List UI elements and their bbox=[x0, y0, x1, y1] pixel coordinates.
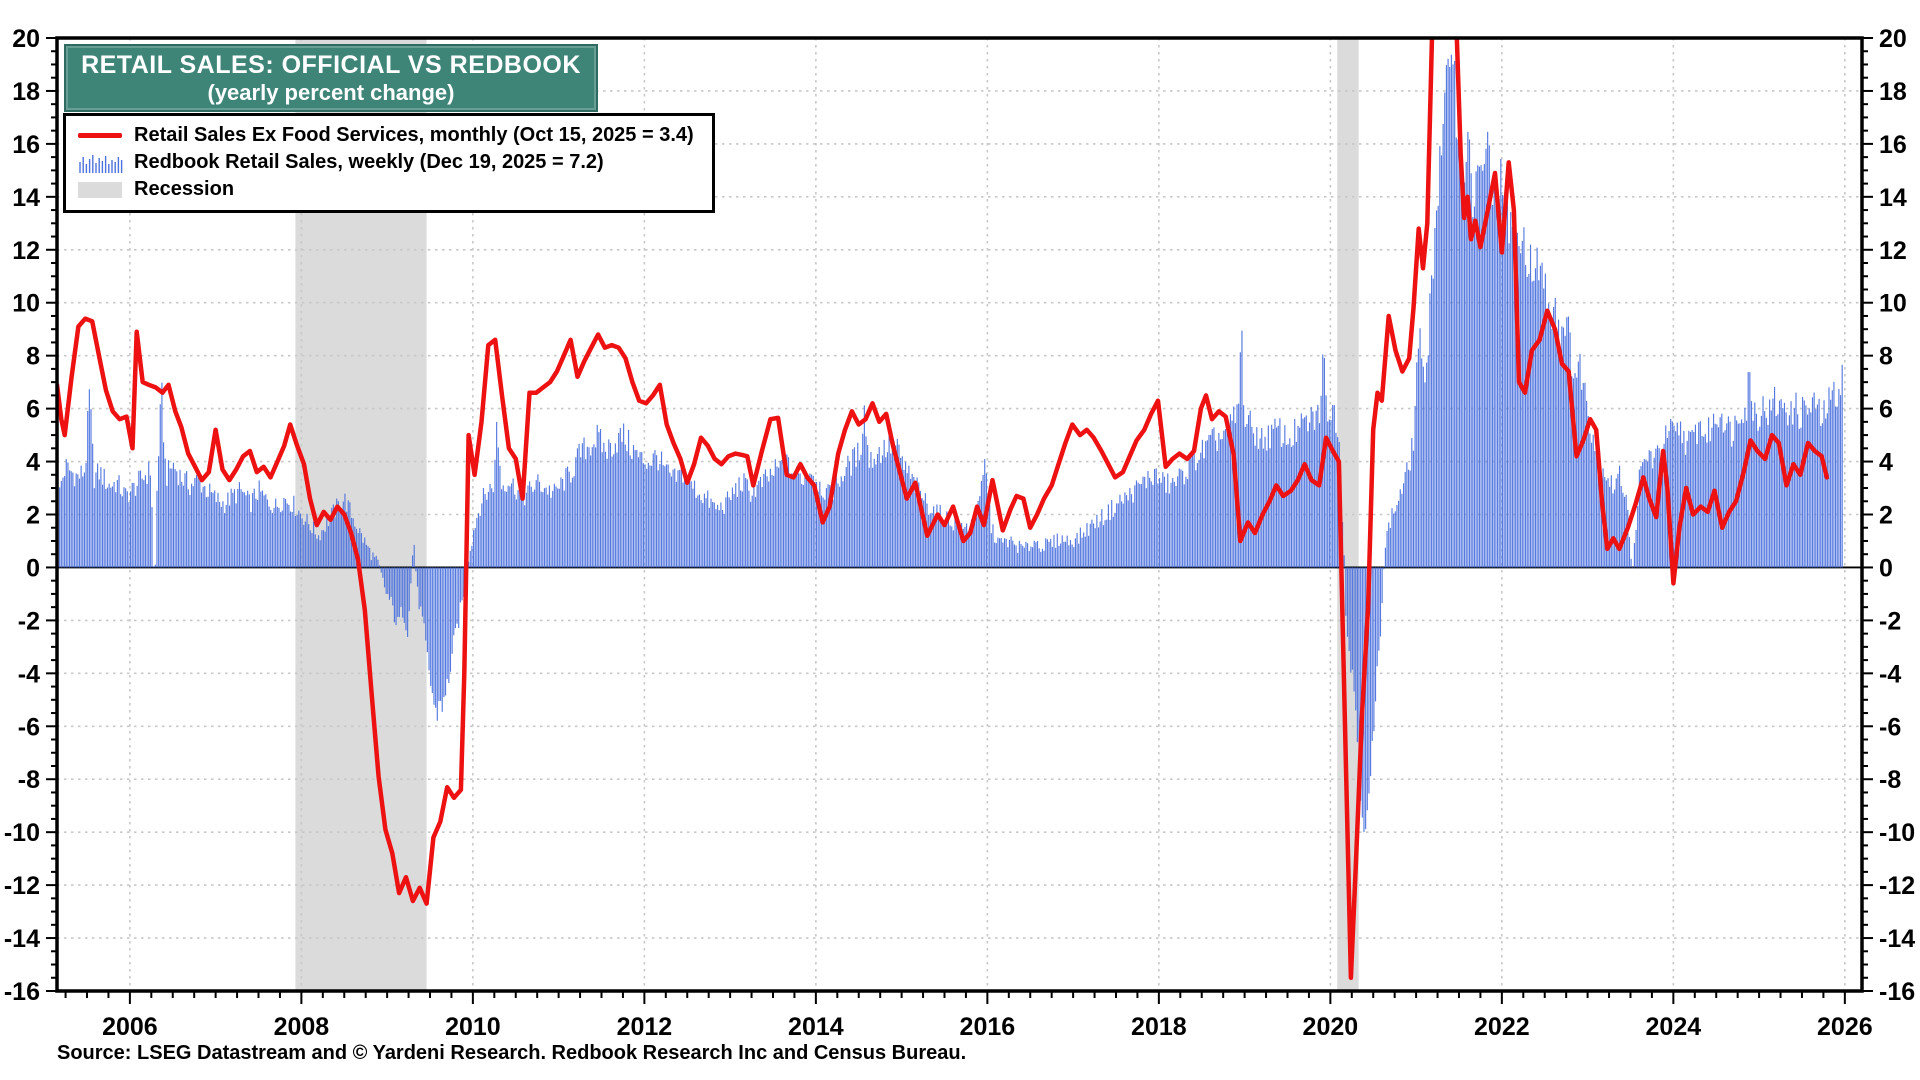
axis-labels: -16 -16 -14 -14 -12 -12 -10 -10 -8 -8 -6 -6 -4 -4 -2 -2… bbox=[4, 25, 1915, 1041]
source-note: Source: LSEG Datastream and © Yardeni Re… bbox=[57, 1042, 967, 1064]
svg-text:-10: -10 bbox=[1879, 819, 1915, 847]
legend-label-recession: Recession bbox=[134, 178, 235, 200]
svg-text:12: 12 bbox=[12, 237, 40, 265]
svg-text:2008: 2008 bbox=[274, 1013, 330, 1041]
legend-box: Retail Sales Ex Food Services, monthly (… bbox=[63, 113, 715, 213]
svg-text:4: 4 bbox=[26, 449, 40, 477]
svg-text:-6: -6 bbox=[18, 713, 40, 741]
svg-text:2010: 2010 bbox=[445, 1013, 501, 1041]
svg-text:2016: 2016 bbox=[960, 1013, 1016, 1041]
svg-text:18: 18 bbox=[1879, 78, 1907, 106]
svg-text:2006: 2006 bbox=[102, 1013, 158, 1041]
svg-text:20: 20 bbox=[12, 25, 40, 53]
svg-text:8: 8 bbox=[1879, 343, 1893, 371]
svg-text:-4: -4 bbox=[18, 660, 40, 688]
chart-subtitle: (yearly percent change) bbox=[207, 80, 455, 105]
svg-text:-14: -14 bbox=[4, 925, 40, 953]
svg-text:16: 16 bbox=[1879, 131, 1907, 159]
svg-text:2: 2 bbox=[1879, 502, 1893, 530]
svg-text:6: 6 bbox=[26, 396, 40, 424]
svg-text:6: 6 bbox=[1879, 396, 1893, 424]
svg-text:14: 14 bbox=[1879, 184, 1907, 212]
svg-text:8: 8 bbox=[26, 343, 40, 371]
svg-text:20: 20 bbox=[1879, 25, 1907, 53]
legend-item-recession: Recession bbox=[78, 177, 700, 202]
svg-text:14: 14 bbox=[12, 184, 40, 212]
svg-text:10: 10 bbox=[12, 290, 40, 318]
recession-swatch-icon bbox=[78, 181, 124, 198]
svg-text:18: 18 bbox=[12, 78, 40, 106]
svg-text:-2: -2 bbox=[18, 607, 40, 635]
svg-text:16: 16 bbox=[12, 131, 40, 159]
axis-ticks bbox=[46, 37, 1873, 1004]
official-retail-sales-line bbox=[57, 38, 1830, 981]
svg-text:2026: 2026 bbox=[1817, 1013, 1873, 1041]
svg-text:2012: 2012 bbox=[617, 1013, 673, 1041]
svg-text:0: 0 bbox=[1879, 554, 1893, 582]
svg-text:2024: 2024 bbox=[1646, 1013, 1702, 1041]
svg-text:12: 12 bbox=[1879, 237, 1907, 265]
svg-text:4: 4 bbox=[1879, 449, 1893, 477]
svg-text:2: 2 bbox=[26, 502, 40, 530]
svg-text:-4: -4 bbox=[1879, 660, 1901, 688]
svg-text:-8: -8 bbox=[1879, 766, 1901, 794]
svg-text:2018: 2018 bbox=[1131, 1013, 1187, 1041]
chart-title-box: RETAIL SALES: OFFICIAL VS REDBOOK (yearl… bbox=[64, 44, 598, 112]
svg-text:-10: -10 bbox=[4, 819, 40, 847]
red-line-swatch-icon bbox=[78, 133, 124, 138]
legend-item-official: Retail Sales Ex Food Services, monthly (… bbox=[78, 123, 700, 148]
svg-text:2020: 2020 bbox=[1303, 1013, 1359, 1041]
svg-text:0: 0 bbox=[26, 554, 40, 582]
svg-text:-16: -16 bbox=[4, 978, 40, 1006]
svg-text:-14: -14 bbox=[1879, 925, 1915, 953]
svg-text:-6: -6 bbox=[1879, 713, 1901, 741]
legend-label-official: Retail Sales Ex Food Services, monthly (… bbox=[134, 124, 694, 146]
svg-text:-2: -2 bbox=[1879, 607, 1901, 635]
svg-text:2022: 2022 bbox=[1474, 1013, 1530, 1041]
legend-item-redbook: Redbook Retail Sales, weekly (Dec 19, 20… bbox=[78, 150, 700, 175]
blue-bars-swatch-icon bbox=[78, 152, 124, 174]
svg-text:2014: 2014 bbox=[788, 1013, 844, 1041]
svg-text:-16: -16 bbox=[1879, 978, 1915, 1006]
svg-text:-12: -12 bbox=[4, 872, 40, 900]
svg-text:10: 10 bbox=[1879, 290, 1907, 318]
svg-text:-8: -8 bbox=[18, 766, 40, 794]
chart-title: RETAIL SALES: OFFICIAL VS REDBOOK bbox=[81, 51, 581, 79]
svg-text:-12: -12 bbox=[1879, 872, 1915, 900]
legend-label-redbook: Redbook Retail Sales, weekly (Dec 19, 20… bbox=[134, 151, 604, 173]
